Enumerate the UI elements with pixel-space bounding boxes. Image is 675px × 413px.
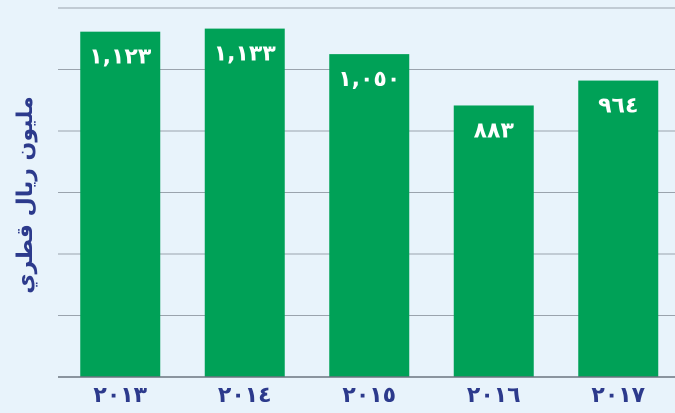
value-label: ١,١٣٣ — [214, 42, 277, 67]
value-label: ٨٨٣ — [474, 118, 515, 143]
bar — [204, 28, 285, 377]
bar — [578, 80, 659, 377]
y-axis-label: مليون ريال قطري — [13, 96, 38, 293]
x-tick-label: ٢٠١٥ — [342, 383, 396, 408]
bar — [453, 105, 534, 377]
x-tick-label: ٢٠١٦ — [467, 383, 521, 408]
bar — [329, 54, 410, 377]
value-label: ١,٠٥٠ — [338, 67, 400, 92]
value-label: ٩٦٤ — [598, 94, 638, 119]
bar — [80, 31, 161, 378]
x-tick-label: ٢٠١٣ — [93, 383, 147, 408]
value-label: ١,١٢٣ — [89, 45, 152, 70]
x-tick-label: ٢٠١٧ — [591, 383, 645, 408]
x-tick-label: ٢٠١٤ — [218, 383, 272, 408]
